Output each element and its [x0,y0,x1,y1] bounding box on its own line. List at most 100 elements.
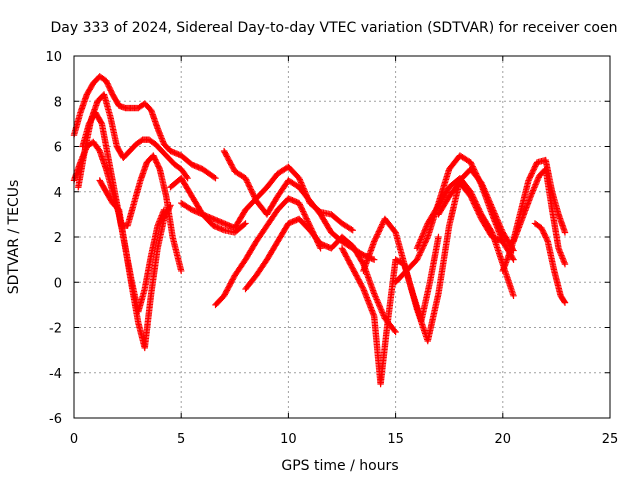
data-point [378,222,385,230]
data-point [371,236,379,244]
data-point [300,209,308,217]
data-point [295,174,303,182]
data-point [418,233,426,240]
data-point [178,267,185,275]
data-point [476,211,483,218]
data-point [529,168,536,176]
data-point [244,179,251,186]
data-point [297,179,305,186]
data-point [499,238,506,245]
data-point [376,302,383,309]
data-point [470,200,478,207]
data-point [420,242,427,249]
series-arc-15 [435,179,506,245]
data-point [532,179,540,187]
data-point [375,300,382,308]
data-point [474,174,482,182]
data-point [470,166,478,173]
data-point [413,256,421,263]
data-point [376,303,384,310]
data-point [374,297,381,305]
x-tick-label: 0 [70,432,78,447]
data-point [526,174,534,181]
data-point [370,290,378,297]
y-axis-label: SDTVAR / TECUs [6,180,22,295]
data-point [467,193,474,200]
data-point [475,176,482,183]
data-point [531,182,539,190]
data-point [377,305,384,312]
data-point [414,243,421,251]
data-point [373,232,381,240]
data-point [467,159,474,166]
data-point [374,231,381,238]
x-tick-label: 20 [495,432,512,447]
data-point [418,234,425,242]
data-point [510,256,517,263]
data-point [297,177,304,185]
data-point [422,224,430,232]
data-point [527,193,534,200]
data-point [543,236,551,244]
data-point [415,240,423,248]
y-tick-label: -4 [49,367,62,382]
data-point [415,252,423,259]
x-tick-label: 5 [177,432,185,447]
data-point [530,185,537,193]
y-tick-label: 6 [54,141,62,156]
data-point [527,171,535,179]
data-point [371,291,378,299]
data-point [510,292,517,300]
data-point [376,227,383,234]
data-point [297,204,305,211]
data-point [561,299,569,306]
series-arc-1 [70,73,219,182]
data-point [419,245,426,252]
data-point [525,175,533,183]
series-arc-18 [531,220,569,306]
data-point [423,223,430,230]
data-point [468,194,475,201]
data-point [304,218,312,225]
data-point [242,176,250,183]
data-point [250,191,257,199]
data-point [529,167,537,174]
data-point [421,239,429,246]
data-point [379,221,386,228]
data-point [477,180,484,187]
data-point [247,184,254,192]
data-point [242,174,249,182]
data-point [531,164,538,172]
data-point [370,256,378,263]
data-point [528,190,536,197]
data-point [212,174,219,182]
data-point [474,207,481,214]
data-point [251,194,259,202]
data-point [469,163,476,170]
data-point [155,164,163,171]
data-point [349,227,356,234]
data-point [419,243,427,251]
data-point [473,171,480,179]
y-tick-label: 0 [54,276,62,291]
data-point [415,242,422,249]
data-point [530,166,538,173]
data-point [421,227,428,234]
data-point [249,189,256,196]
data-point [297,202,304,210]
data-point [533,178,540,185]
data-point [246,183,253,190]
data-point [525,177,532,184]
data-point [534,175,542,183]
x-tick-label: 25 [602,432,619,447]
y-tick-label: 4 [54,186,62,201]
data-point [474,208,482,216]
data-point [296,201,303,208]
data-point [561,229,569,236]
data-point [298,205,305,212]
data-point [376,225,384,232]
data-point [391,327,398,334]
data-point [468,161,476,169]
y-tick-label: -6 [49,412,62,427]
